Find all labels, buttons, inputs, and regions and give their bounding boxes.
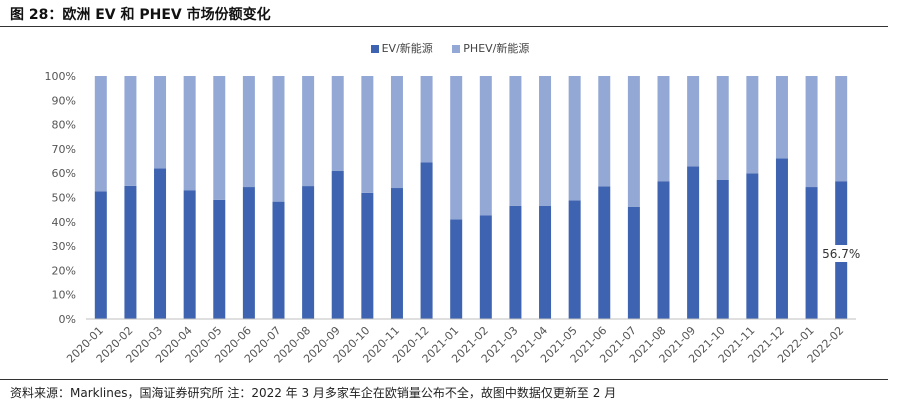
bar-ev <box>302 186 315 319</box>
bar-ev <box>627 206 640 319</box>
bar-phev <box>479 76 492 216</box>
y-tick-label: 0% <box>59 313 76 326</box>
chart-legend: EV/新能源 PHEV/新能源 <box>0 40 900 56</box>
bar-phev <box>154 76 167 169</box>
chart-area: EV/新能源 PHEV/新能源 0% 10% 20% 30% 40% 50% 60% 70% 8… <box>0 26 900 378</box>
bar-ev <box>775 158 788 319</box>
bar-ev <box>154 168 167 319</box>
bar-ev <box>716 180 729 319</box>
bar-phev <box>302 76 315 187</box>
bar-phev <box>272 76 285 202</box>
y-tick-label: 60% <box>52 167 76 180</box>
y-tick-label: 90% <box>52 94 76 107</box>
footer-bar: 资料来源：Marklines，国海证券研究所 注：2022 年 3 月多家车企在… <box>0 379 888 406</box>
bar-phev <box>746 76 759 174</box>
bar-ev <box>94 191 107 319</box>
bar-phev <box>657 76 670 182</box>
y-tick-label: 70% <box>52 143 76 156</box>
bar-ev <box>568 200 581 319</box>
legend-swatch-phev <box>452 45 461 53</box>
bar-phev <box>687 76 700 167</box>
bar-phev <box>509 76 522 206</box>
bar-phev <box>420 76 433 163</box>
y-tick-label: 50% <box>52 192 76 205</box>
bar-ev <box>390 188 403 319</box>
bar-phev <box>568 76 581 201</box>
data-label-bg <box>822 244 861 262</box>
y-tick-label: 30% <box>52 240 76 253</box>
bar-phev <box>716 76 729 181</box>
bar-phev <box>94 76 107 192</box>
figure-title: 图 28：欧洲 EV 和 PHEV 市场份额变化 <box>10 7 271 23</box>
bar-ev <box>746 173 759 319</box>
bar-ev <box>272 201 285 319</box>
y-tick-label: 80% <box>52 119 76 132</box>
bar-ev <box>213 199 226 319</box>
source-note: 资料来源：Marklines，国海证券研究所 注：2022 年 3 月多家车企在… <box>10 386 617 400</box>
stacked-bar-chart: 0%10%20%30%40%50%60%70%80%90%100%2020-01… <box>45 70 861 366</box>
bar-phev <box>390 76 403 189</box>
bar-phev <box>213 76 226 200</box>
y-tick-label: 10% <box>52 289 76 302</box>
bar-phev <box>539 76 552 207</box>
data-label: 56.7% <box>822 247 860 261</box>
bar-ev <box>509 205 522 319</box>
bar-ev <box>479 215 492 319</box>
bar-phev <box>331 76 344 172</box>
bar-phev <box>361 76 374 193</box>
bar-phev <box>242 76 255 188</box>
bar-ev <box>657 181 670 319</box>
bar-ev <box>183 190 196 319</box>
legend-item-phev: PHEV/新能源 <box>452 40 529 56</box>
bar-ev <box>598 186 611 319</box>
bar-phev <box>183 76 196 191</box>
bar-phev <box>450 76 463 220</box>
bar-ev <box>361 192 374 319</box>
bar-ev <box>124 185 137 319</box>
bar-phev <box>775 76 788 159</box>
bar-ev <box>805 187 818 319</box>
bar-ev <box>242 187 255 319</box>
legend-item-ev: EV/新能源 <box>370 40 433 56</box>
y-tick-label: 40% <box>52 216 76 229</box>
y-tick-label: 20% <box>52 264 76 277</box>
bar-phev <box>598 76 611 187</box>
bar-phev <box>835 76 848 182</box>
bar-phev <box>124 76 137 186</box>
bar-ev <box>450 219 463 319</box>
bar-phev <box>627 76 640 207</box>
bar-ev <box>539 206 552 319</box>
legend-swatch-ev <box>370 45 379 53</box>
bar-ev <box>331 171 344 319</box>
bar-phev <box>805 76 818 188</box>
bar-ev <box>420 162 433 319</box>
y-tick-label: 100% <box>45 70 76 83</box>
legend-label-ev: EV/新能源 <box>381 42 433 55</box>
legend-label-phev: PHEV/新能源 <box>463 42 530 55</box>
title-bar: 图 28：欧洲 EV 和 PHEV 市场份额变化 <box>0 0 888 27</box>
bar-ev <box>687 166 700 319</box>
